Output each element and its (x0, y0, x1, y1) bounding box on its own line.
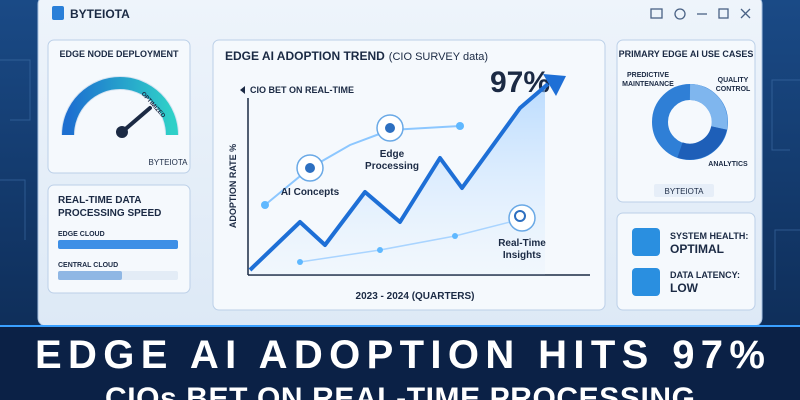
headline: EDGE AI ADOPTION HITS 97% (35, 333, 765, 377)
y-axis-label: ADOPTION RATE % (228, 144, 238, 228)
status-label: SYSTEM HEALTH: (670, 231, 748, 241)
donut-label: MAINTENANCE (622, 81, 674, 88)
secondary-line (299, 221, 511, 263)
status-value: OPTIMAL (670, 242, 724, 256)
donut-label: PREDICTIVE (627, 72, 669, 79)
gauge-hub (116, 126, 128, 138)
title-main: EDGE AI ADOPTION TREND (225, 49, 385, 63)
secondary-line (264, 125, 461, 206)
trend-arrow (543, 74, 566, 96)
panel-title: REAL-TIME DATA (58, 195, 142, 206)
subheadline: CIOs BET ON REAL-TIME PROCESSING (105, 382, 695, 400)
panel-title: PROCESSING SPEED (58, 208, 161, 219)
panel-title: EDGE NODE DEPLOYMENT (59, 49, 179, 59)
point-label: Insights (503, 250, 542, 261)
panel-footer: BYTEIOTA (665, 187, 705, 196)
x-axis-label: 2023 - 2024 (QUARTERS) (356, 291, 475, 302)
trend-line (248, 82, 550, 272)
gauge-fill (62, 77, 178, 136)
legend: CIO BET ON REAL-TIME (250, 85, 354, 95)
donut-label: CONTROL (716, 86, 751, 93)
gauge-needle (120, 106, 152, 134)
icon-glyphs (305, 123, 526, 222)
point-label: Real-Time (498, 238, 546, 249)
footer-tab (654, 184, 714, 197)
window-controls[interactable] (650, 8, 751, 20)
speed-bar (58, 271, 122, 280)
bar-label: CENTRAL CLOUD (58, 262, 118, 269)
glow-points (261, 122, 464, 265)
circuit-lines (0, 59, 800, 290)
point-label: Processing (365, 161, 419, 172)
panel (47, 184, 191, 294)
brand-logo (52, 6, 64, 20)
title-note: (CIO SURVEY data) (389, 51, 488, 63)
bar-label: EDGE CLOUD (58, 231, 105, 238)
banner (0, 326, 800, 400)
point-label: AI Concepts (281, 187, 340, 198)
status-value: LOW (670, 281, 699, 295)
brand: BYTEIOTA (70, 7, 130, 21)
panel (47, 39, 191, 174)
point-label: Edge (380, 149, 405, 160)
panel-title: EDGE AI ADOPTION TREND (CIO SURVEY data) (225, 49, 488, 63)
trend-area (250, 86, 545, 275)
status-label: DATA LATENCY: (670, 270, 740, 280)
panel-title: PRIMARY EDGE AI USE CASES (619, 49, 754, 59)
donut-label: ANALYTICS (708, 161, 748, 168)
speed-bar (58, 240, 178, 249)
donut (652, 84, 728, 160)
panel-footer: BYTEIOTA (149, 158, 189, 167)
status-icon (632, 268, 660, 296)
panel (616, 39, 756, 203)
legend-marker (240, 86, 245, 94)
status-icon (632, 228, 660, 256)
donut-label: QUALITY (718, 77, 749, 84)
